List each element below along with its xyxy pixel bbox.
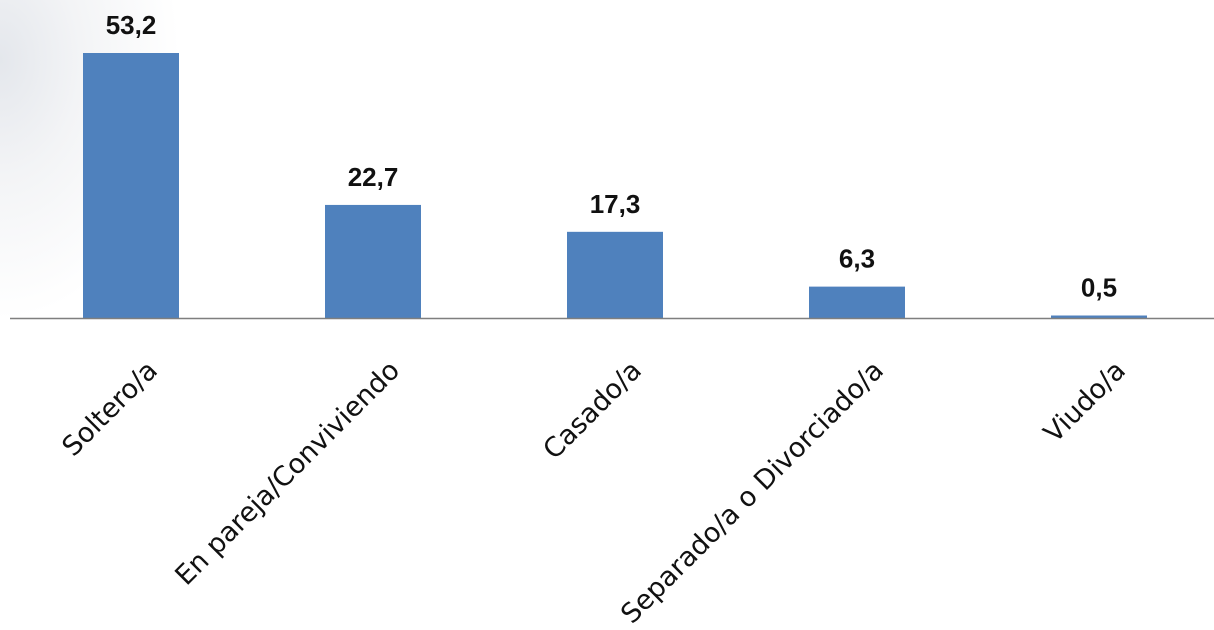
value-label-3: 17,3: [590, 189, 641, 219]
bar-1: [83, 53, 179, 318]
bars-layer: [83, 53, 1147, 318]
category-label-5: Viudo/a: [1038, 355, 1132, 449]
value-labels-layer: 53,2 22,7 17,3 6,3 0,5: [106, 10, 1117, 303]
category-label-2: En pareja/Conviviendo: [169, 355, 406, 592]
value-label-5: 0,5: [1081, 273, 1117, 303]
bar-3: [567, 231, 663, 318]
value-label-4: 6,3: [839, 244, 875, 274]
category-label-3: Casado/a: [537, 355, 648, 466]
bar-5: [1051, 315, 1147, 318]
category-labels-layer: Soltero/a En pareja/Conviviendo Casado/aSe…: [56, 355, 1132, 630]
bar-4: [809, 286, 905, 318]
bar-2: [325, 204, 421, 318]
category-label-4: Separado/a o Divorciado/a: [615, 355, 890, 630]
value-label-2: 22,7: [348, 162, 399, 192]
category-label-1: Soltero/a: [56, 355, 164, 463]
value-label-1: 53,2: [106, 10, 157, 40]
